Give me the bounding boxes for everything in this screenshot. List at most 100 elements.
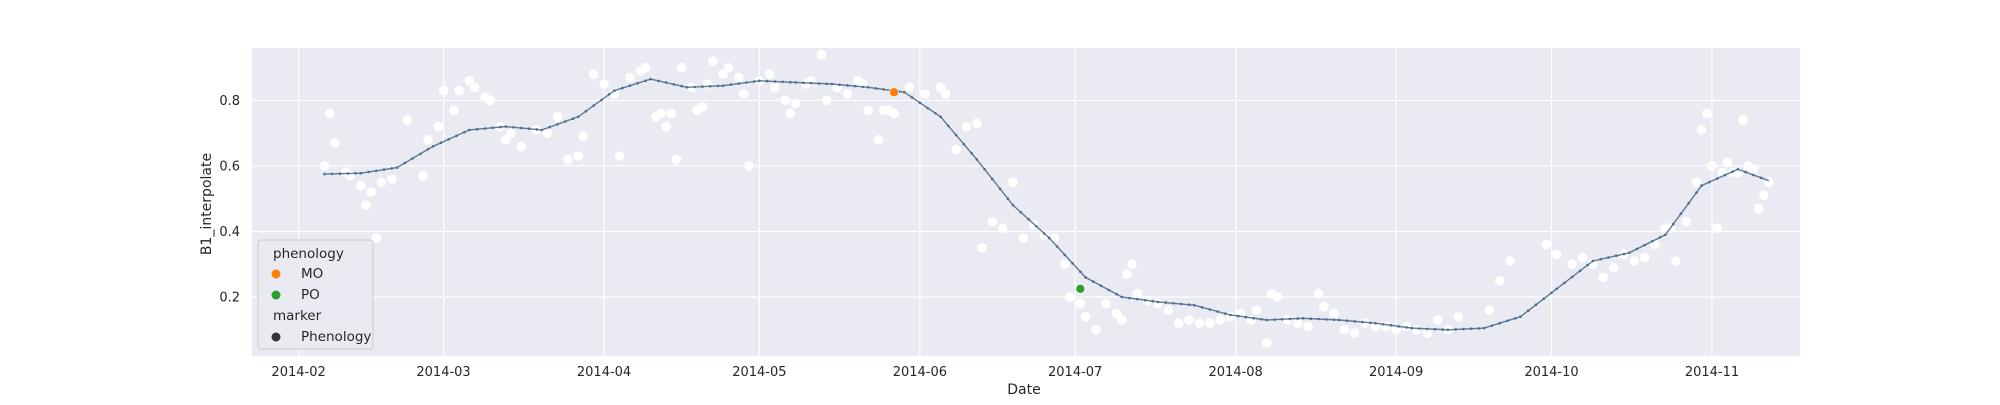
smoothed-point <box>375 169 378 173</box>
smoothed-point <box>1042 232 1046 235</box>
y-tick-label: 0.8 <box>219 94 240 109</box>
raw-point <box>563 154 573 165</box>
smoothed-point <box>882 88 885 91</box>
smoothed-point <box>1591 259 1595 263</box>
raw-point <box>1122 269 1132 279</box>
raw-point <box>1008 177 1018 188</box>
smoothed-point <box>463 131 466 134</box>
smoothed-point <box>1361 320 1364 324</box>
smoothed-point <box>794 81 797 84</box>
smoothed-point <box>789 80 792 84</box>
raw-point <box>469 82 480 93</box>
smoothed-point <box>1120 295 1124 299</box>
smoothed-point <box>1006 197 1010 200</box>
smoothed-point <box>874 87 878 90</box>
smoothed-point <box>918 101 922 105</box>
smoothed-point <box>1477 327 1481 330</box>
smoothed-point <box>809 81 813 85</box>
smoothed-point <box>1614 254 1618 257</box>
smoothed-point <box>1759 176 1763 180</box>
smoothed-point <box>1317 317 1320 321</box>
smoothed-point <box>1035 225 1038 228</box>
smoothed-point <box>1048 236 1051 240</box>
smoothed-point <box>556 123 559 126</box>
raw-point <box>676 62 687 73</box>
smoothed-point <box>1337 318 1341 322</box>
smoothed-point <box>403 161 407 165</box>
raw-point <box>1225 311 1236 322</box>
raw-point <box>1127 259 1137 270</box>
smoothed-point <box>1599 257 1602 261</box>
smoothed-point <box>1107 288 1111 292</box>
smoothed-point <box>866 86 870 89</box>
smoothed-point <box>607 93 611 96</box>
raw-point <box>1111 308 1122 319</box>
smoothed-point <box>499 125 502 129</box>
smoothed-point <box>1658 236 1662 239</box>
raw-point <box>640 62 651 73</box>
smoothed-point <box>685 86 689 89</box>
raw-point <box>1163 305 1174 315</box>
smoothed-point <box>395 166 399 169</box>
plot-background <box>252 48 1800 356</box>
smoothed-point <box>1586 263 1589 267</box>
y-axis-label: B1_interpolate <box>199 153 215 255</box>
raw-point <box>1381 321 1391 332</box>
raw-point <box>625 72 635 83</box>
x-tick-label: 2014-11 <box>1685 365 1739 380</box>
smoothed-point <box>934 112 937 115</box>
smoothed-point <box>563 120 567 123</box>
raw-point <box>423 134 433 145</box>
raw-point <box>1639 252 1650 263</box>
smoothed-point <box>475 127 479 131</box>
smoothed-point <box>1172 302 1175 305</box>
smoothed-point <box>1281 318 1284 321</box>
smoothed-point <box>1115 292 1118 296</box>
raw-point <box>972 118 982 129</box>
phenology-point-mo <box>889 87 899 98</box>
raw-point <box>1091 324 1101 335</box>
smoothed-point <box>721 84 725 87</box>
smoothed-point <box>693 85 696 89</box>
smoothed-point <box>367 170 370 174</box>
raw-point <box>1215 315 1225 325</box>
raw-point <box>516 141 527 152</box>
smoothed-point <box>1200 306 1204 309</box>
raw-point <box>666 108 677 119</box>
legend-po-label: PO <box>301 287 320 303</box>
smoothed-point <box>491 126 495 130</box>
smoothed-point <box>519 126 523 130</box>
raw-point <box>1313 288 1324 299</box>
smoothed-point <box>636 81 639 85</box>
raw-point <box>438 85 449 96</box>
raw-point <box>1060 259 1070 270</box>
smoothed-point <box>1011 204 1015 207</box>
x-tick-label: 2014-07 <box>1048 365 1102 380</box>
raw-point <box>977 243 987 253</box>
phenology-points-layer <box>889 87 1086 294</box>
smoothed-point <box>752 80 756 83</box>
raw-point <box>433 121 444 132</box>
raw-point <box>739 89 749 99</box>
smoothed-point <box>1397 325 1401 328</box>
raw-point <box>770 82 780 93</box>
smoothed-point <box>468 128 471 132</box>
smoothed-point <box>1643 243 1646 247</box>
smoothed-point <box>1550 291 1553 295</box>
smoothed-point <box>975 158 979 161</box>
raw-point <box>744 161 754 171</box>
smoothed-point <box>540 128 544 132</box>
raw-point <box>1691 177 1702 188</box>
raw-point <box>1738 115 1748 125</box>
smoothed-point <box>1425 327 1429 331</box>
raw-point <box>324 108 335 119</box>
smoothed-point <box>1526 309 1530 313</box>
smoothed-point <box>1136 297 1139 301</box>
raw-point <box>573 151 583 161</box>
raw-point <box>464 75 475 86</box>
smoothed-point <box>1433 327 1437 331</box>
grid-lines <box>252 48 1800 356</box>
raw-point <box>702 79 713 89</box>
smoothed-point <box>1260 318 1263 321</box>
raw-point <box>842 89 853 99</box>
